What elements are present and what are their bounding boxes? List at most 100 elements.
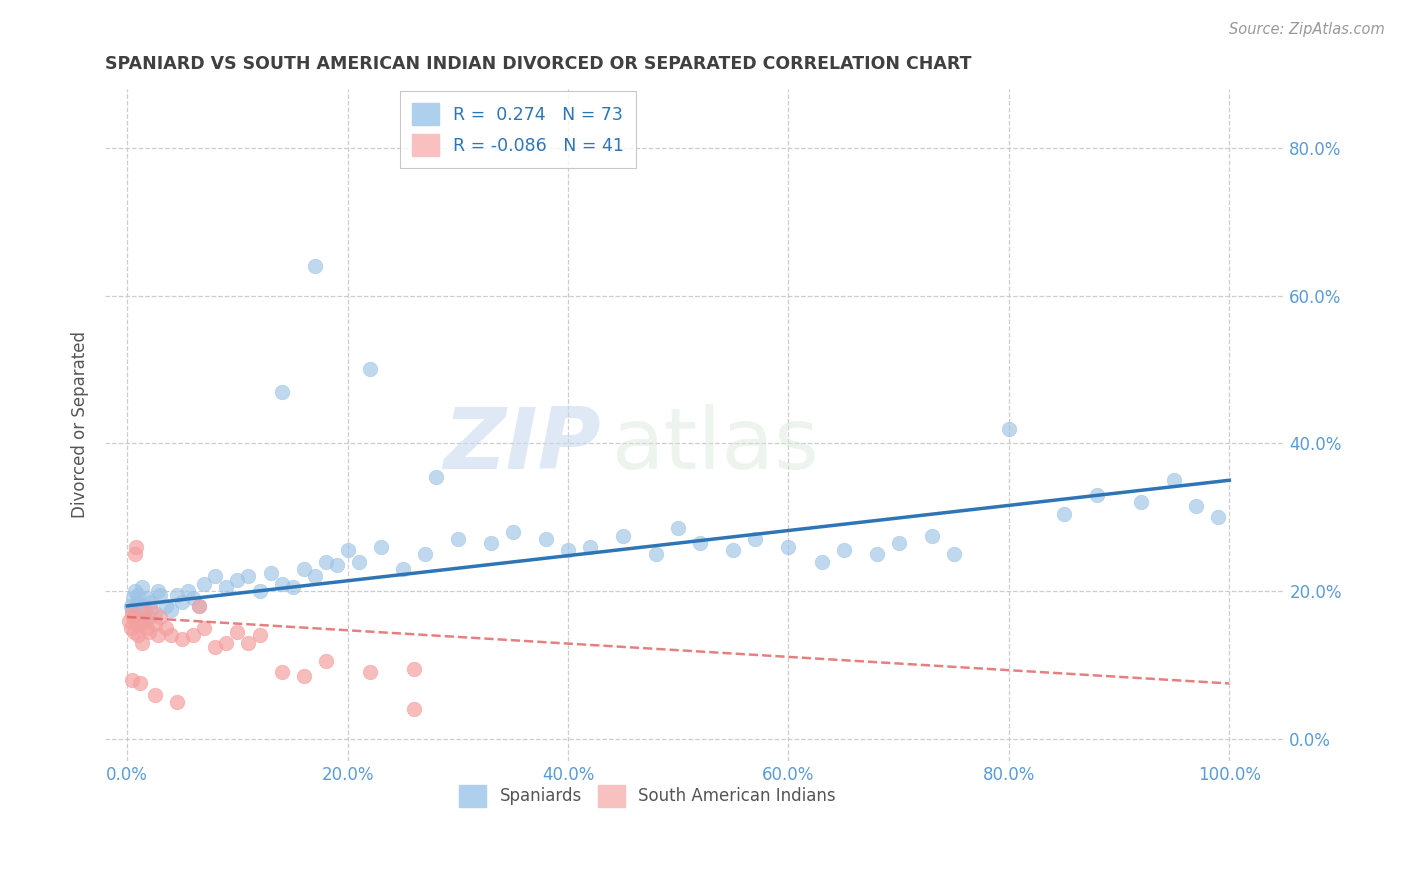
Point — [121, 607, 143, 621]
Point — [127, 628, 149, 642]
Point — [391, 562, 413, 576]
Point — [204, 640, 226, 654]
Point — [315, 555, 337, 569]
Point — [249, 628, 271, 642]
Point — [1208, 510, 1230, 524]
Point — [998, 421, 1021, 435]
Point — [1085, 488, 1108, 502]
Point — [134, 614, 156, 628]
Point — [942, 547, 965, 561]
Point — [122, 610, 145, 624]
Point — [370, 540, 392, 554]
Point — [204, 569, 226, 583]
Point — [125, 540, 148, 554]
Point — [187, 599, 209, 613]
Point — [304, 569, 326, 583]
Point — [778, 540, 800, 554]
Point — [557, 543, 579, 558]
Point — [215, 636, 238, 650]
Point — [359, 362, 381, 376]
Point — [315, 654, 337, 668]
Point — [1130, 495, 1153, 509]
Point — [143, 607, 166, 621]
Point — [921, 529, 943, 543]
Point — [292, 669, 315, 683]
Point — [226, 624, 249, 639]
Point — [160, 628, 183, 642]
Point — [121, 610, 143, 624]
Point — [304, 259, 326, 273]
Point — [132, 599, 155, 613]
Point — [215, 581, 238, 595]
Point — [359, 665, 381, 680]
Point — [177, 584, 200, 599]
Point — [1053, 507, 1076, 521]
Point — [160, 602, 183, 616]
Y-axis label: Divorced or Separated: Divorced or Separated — [72, 331, 89, 518]
Point — [121, 591, 143, 606]
Point — [121, 602, 143, 616]
Point — [124, 584, 146, 599]
Point — [121, 673, 143, 687]
Point — [292, 562, 315, 576]
Point — [744, 533, 766, 547]
Point — [118, 614, 141, 628]
Point — [270, 665, 292, 680]
Point — [129, 617, 152, 632]
Point — [259, 566, 281, 580]
Point — [166, 695, 188, 709]
Point — [120, 621, 142, 635]
Point — [132, 607, 155, 621]
Point — [129, 676, 152, 690]
Point — [447, 533, 470, 547]
Point — [134, 602, 156, 616]
Text: SPANIARD VS SOUTH AMERICAN INDIAN DIVORCED OR SEPARATED CORRELATION CHART: SPANIARD VS SOUTH AMERICAN INDIAN DIVORC… — [105, 55, 972, 73]
Point — [347, 555, 370, 569]
Point — [226, 573, 249, 587]
Point — [146, 628, 169, 642]
Point — [723, 543, 745, 558]
Point — [143, 617, 166, 632]
Point — [128, 614, 150, 628]
Point — [149, 588, 172, 602]
Point — [131, 581, 153, 595]
Point — [166, 588, 188, 602]
Text: Source: ZipAtlas.com: Source: ZipAtlas.com — [1229, 22, 1385, 37]
Point — [402, 702, 425, 716]
Point — [413, 547, 436, 561]
Legend: Spaniards, South American Indians: Spaniards, South American Indians — [453, 779, 842, 814]
Text: atlas: atlas — [612, 403, 820, 486]
Point — [866, 547, 889, 561]
Point — [666, 521, 689, 535]
Point — [238, 569, 260, 583]
Point — [645, 547, 668, 561]
Point — [689, 536, 711, 550]
Point — [1185, 499, 1208, 513]
Point — [425, 469, 447, 483]
Point — [479, 536, 502, 550]
Point — [887, 536, 910, 550]
Point — [336, 543, 359, 558]
Point — [187, 599, 209, 613]
Point — [579, 540, 602, 554]
Point — [125, 607, 148, 621]
Point — [155, 599, 177, 613]
Point — [402, 662, 425, 676]
Point — [612, 529, 634, 543]
Point — [172, 632, 194, 647]
Point — [183, 628, 205, 642]
Point — [270, 384, 292, 399]
Point — [238, 636, 260, 650]
Point — [832, 543, 855, 558]
Point — [120, 599, 142, 613]
Point — [146, 584, 169, 599]
Point — [1163, 473, 1185, 487]
Point — [155, 621, 177, 635]
Point — [325, 558, 347, 573]
Point — [124, 547, 146, 561]
Point — [136, 621, 159, 635]
Point — [281, 581, 304, 595]
Point — [127, 595, 149, 609]
Point — [127, 588, 149, 602]
Point — [534, 533, 557, 547]
